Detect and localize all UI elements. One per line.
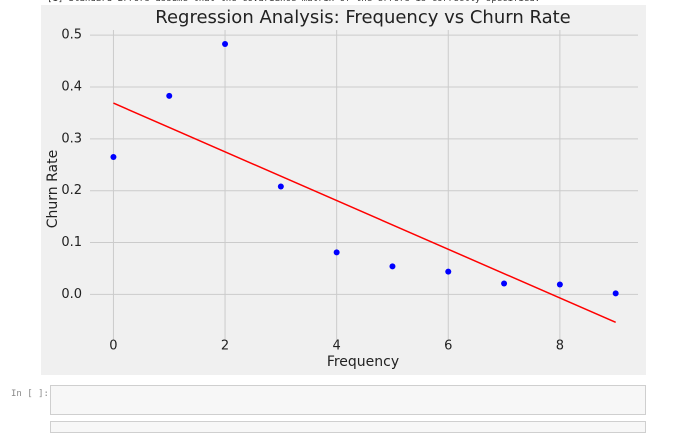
y-tick-label: 0.5	[61, 28, 82, 43]
figure-background	[41, 5, 646, 375]
y-tick-label: 0.1	[61, 235, 82, 250]
regression-line	[113, 102, 616, 324]
data-point	[222, 40, 229, 47]
data-point	[445, 268, 452, 275]
data-point	[166, 92, 173, 99]
y-axis-label: Churn Rate	[45, 150, 61, 228]
data-point	[501, 280, 508, 287]
code-cell[interactable]	[50, 421, 646, 433]
data-point	[612, 290, 619, 297]
x-tick-label: 6	[444, 339, 452, 354]
x-tick-label: 0	[109, 339, 117, 354]
code-cell[interactable]	[50, 385, 646, 415]
x-tick-label: 8	[556, 339, 564, 354]
data-point	[389, 263, 396, 270]
y-tick-label: 0.3	[61, 131, 82, 146]
output-note: [1] Standard Errors assume that the cova…	[47, 0, 540, 4]
x-tick-label: 2	[221, 339, 229, 354]
chart-title: Regression Analysis: Frequency vs Churn …	[155, 7, 570, 28]
y-tick-label: 0.0	[61, 287, 82, 302]
y-tick-label: 0.4	[61, 80, 82, 95]
data-point	[556, 281, 563, 288]
data-point	[110, 154, 117, 161]
x-tick-label: 4	[333, 339, 341, 354]
y-tick-label: 0.2	[61, 183, 82, 198]
data-point	[333, 249, 340, 256]
x-axis-label: Frequency	[327, 354, 399, 370]
cell-prompt: In [ ]:	[11, 389, 49, 399]
chart: Regression Analysis: Frequency vs Churn …	[41, 5, 646, 375]
data-point	[277, 183, 284, 190]
